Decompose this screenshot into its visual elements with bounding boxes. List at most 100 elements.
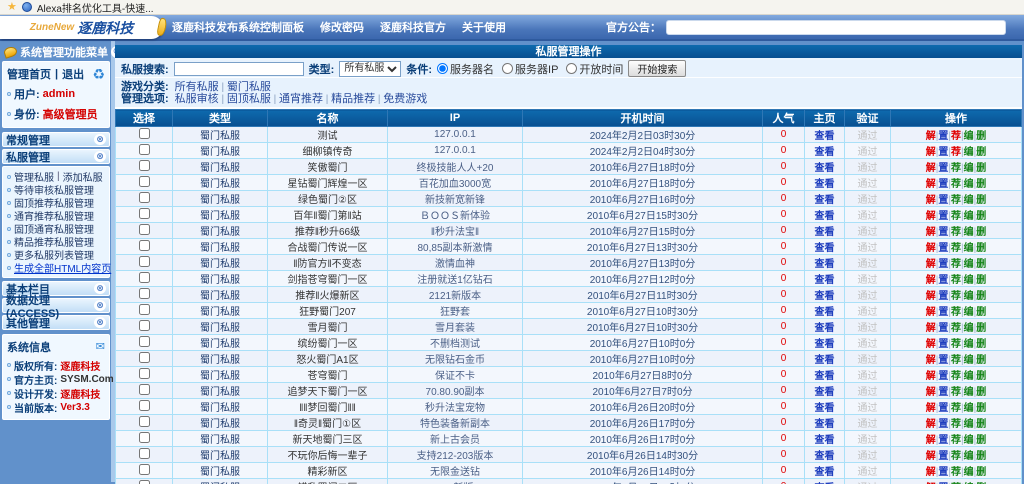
op-link[interactable]: 删 xyxy=(976,339,987,350)
row-checkbox[interactable] xyxy=(138,223,150,235)
op-link[interactable]: 置 xyxy=(938,403,949,414)
op-link[interactable]: 删 xyxy=(976,371,987,382)
view-home-link[interactable]: 查看 xyxy=(814,307,835,318)
row-checkbox[interactable] xyxy=(138,463,150,475)
op-link[interactable]: 解 xyxy=(925,243,936,254)
server-name[interactable]: 星钻蜀门辉煌一区 xyxy=(267,174,388,191)
op-link[interactable]: 删 xyxy=(976,227,987,238)
op-link[interactable]: 删 xyxy=(976,419,987,430)
op-link[interactable]: 编 xyxy=(963,307,974,318)
row-checkbox[interactable] xyxy=(138,479,150,484)
op-link[interactable]: 解 xyxy=(925,275,936,286)
op-link[interactable]: 编 xyxy=(963,195,974,206)
op-link[interactable]: 置 xyxy=(938,467,949,478)
view-home-link[interactable]: 查看 xyxy=(814,403,835,414)
op-link[interactable]: 删 xyxy=(976,179,987,190)
op-link[interactable]: 解 xyxy=(925,339,936,350)
server-name[interactable]: 雪月蜀门 xyxy=(267,318,388,335)
view-home-link[interactable]: 查看 xyxy=(814,179,835,190)
sidebar-link[interactable]: 等待审核私服管理 xyxy=(14,186,94,197)
op-link[interactable]: 解 xyxy=(925,371,936,382)
logout-link[interactable]: 退出 xyxy=(62,69,85,81)
type-select[interactable]: 所有私服 xyxy=(339,60,402,77)
server-name[interactable]: 苍穹蜀门 xyxy=(267,366,388,383)
op-link[interactable]: 解 xyxy=(925,419,936,430)
bookmark-star-icon[interactable]: ★ xyxy=(7,0,17,13)
op-link[interactable]: 删 xyxy=(976,323,987,334)
op-link[interactable]: 解 xyxy=(925,195,936,206)
view-home-link[interactable]: 查看 xyxy=(814,259,835,270)
op-link[interactable]: 删 xyxy=(976,467,987,478)
op-link[interactable]: 荐 xyxy=(951,259,961,270)
row-checkbox[interactable] xyxy=(138,303,150,315)
radio-input[interactable] xyxy=(437,63,449,74)
op-link[interactable]: 删 xyxy=(976,131,987,142)
server-name[interactable]: 错乱蜀门二区 xyxy=(267,478,388,484)
sidebar-link[interactable]: 添加私服 xyxy=(62,173,103,184)
view-home-link[interactable]: 查看 xyxy=(814,227,835,238)
view-home-link[interactable]: 查看 xyxy=(814,211,835,222)
op-link[interactable]: 删 xyxy=(976,387,987,398)
server-name[interactable]: 百年‖蜀门第‖站 xyxy=(267,206,388,223)
server-name[interactable]: 细柳镇传奇 xyxy=(267,142,388,159)
op-link[interactable]: 荐 xyxy=(951,371,961,382)
op-link[interactable]: 解 xyxy=(925,355,936,366)
op-link[interactable]: 编 xyxy=(963,323,974,334)
op-link[interactable]: 编 xyxy=(963,291,974,302)
op-link[interactable]: 编 xyxy=(963,339,974,350)
server-name[interactable]: 新天地蜀门三区 xyxy=(267,430,388,447)
view-home-link[interactable]: 查看 xyxy=(814,147,835,158)
op-link[interactable]: 置 xyxy=(938,419,949,430)
option-link[interactable]: 私服审核 xyxy=(174,93,219,105)
collapse-icon[interactable]: ⊗ xyxy=(94,151,106,162)
op-link[interactable]: 编 xyxy=(963,451,974,462)
op-link[interactable]: 置 xyxy=(938,339,949,350)
nav-menu-item[interactable]: 逐鹿科技官方 xyxy=(380,22,446,34)
op-link[interactable]: 置 xyxy=(938,179,949,190)
op-link[interactable]: 删 xyxy=(976,291,987,302)
server-name[interactable]: 绿色蜀门②区 xyxy=(267,190,388,207)
row-checkbox[interactable] xyxy=(138,271,150,283)
server-name[interactable]: 推荐‖火爆新区 xyxy=(267,286,388,303)
sidebar-link[interactable]: 生成全部HTML内容页 xyxy=(14,264,112,275)
sidebar-link[interactable]: 管理私服 xyxy=(14,173,54,184)
server-name[interactable]: 追梦天下蜀门一区 xyxy=(267,382,388,399)
condition-radio[interactable]: 服务器名 xyxy=(437,61,494,77)
op-link[interactable]: 置 xyxy=(938,291,949,302)
sidebar-section[interactable]: 其他管理 ⊗ xyxy=(2,315,110,330)
option-link[interactable]: 通宵推荐 xyxy=(278,93,323,105)
op-link[interactable]: 编 xyxy=(963,131,974,142)
op-link[interactable]: 置 xyxy=(938,131,949,142)
collapse-icon[interactable]: ⊗ xyxy=(94,283,106,294)
op-link[interactable]: 解 xyxy=(925,451,936,462)
condition-radio[interactable]: 服务器IP xyxy=(502,61,558,77)
sidebar-section[interactable]: 数据处理(ACCESS) ⊗ xyxy=(2,295,110,320)
row-checkbox[interactable] xyxy=(138,191,150,203)
view-home-link[interactable]: 查看 xyxy=(814,275,835,286)
view-home-link[interactable]: 查看 xyxy=(814,323,835,334)
op-link[interactable]: 解 xyxy=(925,211,936,222)
op-link[interactable]: 置 xyxy=(938,371,949,382)
op-link[interactable]: 置 xyxy=(938,195,949,206)
row-checkbox[interactable] xyxy=(138,351,150,363)
op-link[interactable]: 删 xyxy=(976,163,987,174)
op-link[interactable]: 置 xyxy=(938,227,949,238)
category-link[interactable]: 所有私服 xyxy=(174,81,219,93)
op-link[interactable]: 解 xyxy=(925,403,936,414)
refresh-icon[interactable]: ♻ xyxy=(92,66,105,82)
op-link[interactable]: 编 xyxy=(963,147,974,158)
op-link[interactable]: 删 xyxy=(976,259,987,270)
op-link[interactable]: 置 xyxy=(938,275,949,286)
sidebar-link[interactable]: 固顶通宵私服管理 xyxy=(14,225,94,236)
row-checkbox[interactable] xyxy=(138,447,150,459)
sidebar-link[interactable]: 通宵推荐私服管理 xyxy=(14,212,94,223)
op-link[interactable]: 置 xyxy=(938,387,949,398)
op-link[interactable]: 荐 xyxy=(951,467,961,478)
server-name[interactable]: ‖‖梦回蜀门‖‖ xyxy=(267,398,388,415)
server-name[interactable]: ‖奇灵‖蜀门①区 xyxy=(267,414,388,431)
view-home-link[interactable]: 查看 xyxy=(814,371,835,382)
view-home-link[interactable]: 查看 xyxy=(814,451,835,462)
nav-menu-item[interactable]: 逐鹿科技发布系统控制面板 xyxy=(172,22,304,34)
op-link[interactable]: 置 xyxy=(938,259,949,270)
option-link[interactable]: 免费游戏 xyxy=(383,93,428,105)
